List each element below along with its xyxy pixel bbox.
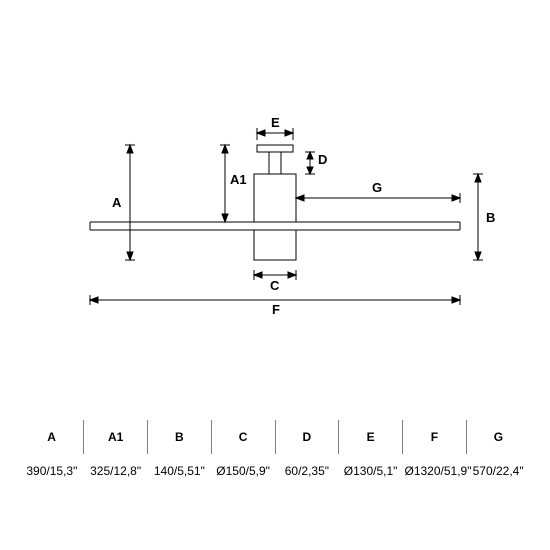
col-d: D (275, 420, 339, 454)
label-c: C (270, 278, 279, 293)
label-g: G (372, 180, 382, 195)
val-e: Ø130/5,1" (339, 454, 403, 488)
label-e: E (271, 115, 280, 130)
val-d: 60/2,35" (275, 454, 339, 488)
val-a1: 325/12,8" (84, 454, 148, 488)
val-b: 140/5,51" (148, 454, 212, 488)
col-a1: A1 (84, 420, 148, 454)
val-g: 570/22,4" (466, 454, 530, 488)
val-a: 390/15,3" (20, 454, 84, 488)
label-a: A (112, 195, 121, 210)
label-b: B (486, 210, 495, 225)
col-a: A (20, 420, 84, 454)
col-e: E (339, 420, 403, 454)
label-a1: A1 (230, 172, 247, 187)
col-f: F (403, 420, 467, 454)
dimensions-table: A A1 B C D E F G 390/15,3" 325/12,8" 140… (20, 420, 530, 488)
col-b: B (148, 420, 212, 454)
label-d: D (318, 152, 327, 167)
val-c: Ø150/5,9" (211, 454, 275, 488)
col-c: C (211, 420, 275, 454)
val-f: Ø1320/51,9" (403, 454, 467, 488)
col-g: G (466, 420, 530, 454)
label-f: F (272, 302, 280, 317)
technical-drawing: A A1 B C D E F G (0, 0, 550, 420)
